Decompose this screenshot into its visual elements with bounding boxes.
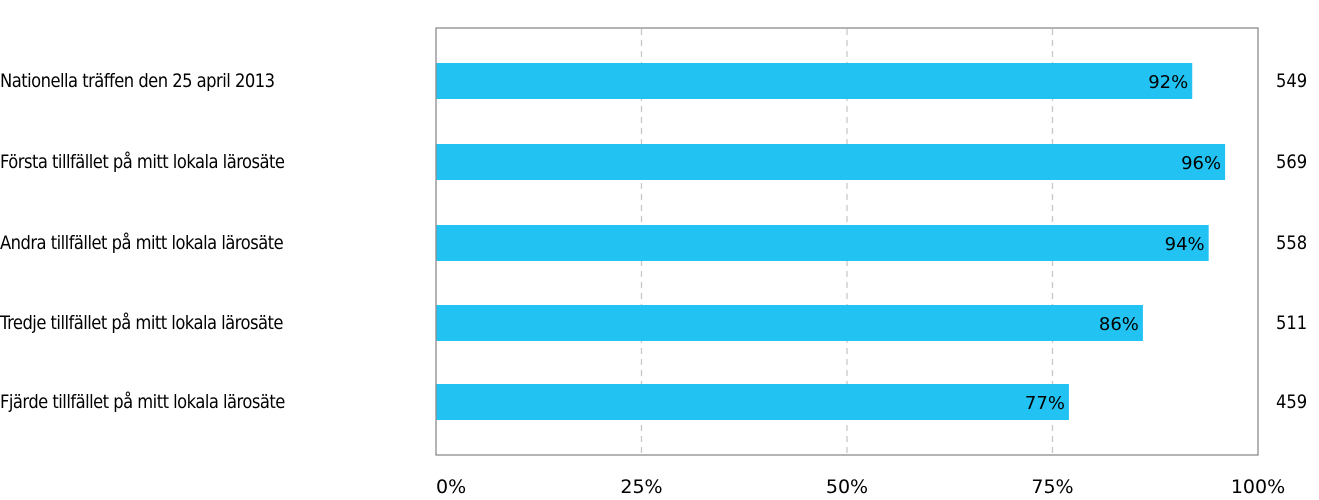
category-label-5: Fjärde tillfället på mitt lokala lärosät… <box>0 391 285 413</box>
x-tick-label-5: 100% <box>1231 476 1285 498</box>
bar-5 <box>436 384 1069 420</box>
bar-2 <box>436 144 1226 180</box>
x-tick-label-2: 25% <box>620 476 662 498</box>
bar-value-label-1: 92% <box>1148 72 1188 93</box>
x-tick-label-1: 0% <box>436 476 466 498</box>
category-label-4: Tredje tillfället på mitt lokala lärosät… <box>0 312 283 334</box>
category-label-1: Nationella träffen den 25 april 2013 <box>0 70 275 92</box>
category-label-2: Första tillfället på mitt lokala lärosät… <box>0 151 285 173</box>
bar-3 <box>436 225 1209 261</box>
bar-value-label-4: 86% <box>1099 314 1139 335</box>
count-label-5: 459 <box>1276 391 1308 413</box>
count-label-4: 511 <box>1276 312 1308 334</box>
x-tick-label-3: 50% <box>826 476 868 498</box>
bar-4 <box>436 305 1143 341</box>
bar-1 <box>436 63 1193 99</box>
plot-frame <box>435 27 1259 456</box>
category-label-3: Andra tillfället på mitt lokala lärosäte <box>0 232 284 254</box>
count-label-2: 569 <box>1276 151 1308 173</box>
x-tick-label-4: 75% <box>1031 476 1073 498</box>
bar-value-label-3: 94% <box>1165 234 1205 255</box>
count-label-1: 549 <box>1276 70 1308 92</box>
bar-value-label-2: 96% <box>1181 153 1221 174</box>
bar-value-label-5: 77% <box>1025 393 1065 414</box>
count-label-3: 558 <box>1276 232 1308 254</box>
